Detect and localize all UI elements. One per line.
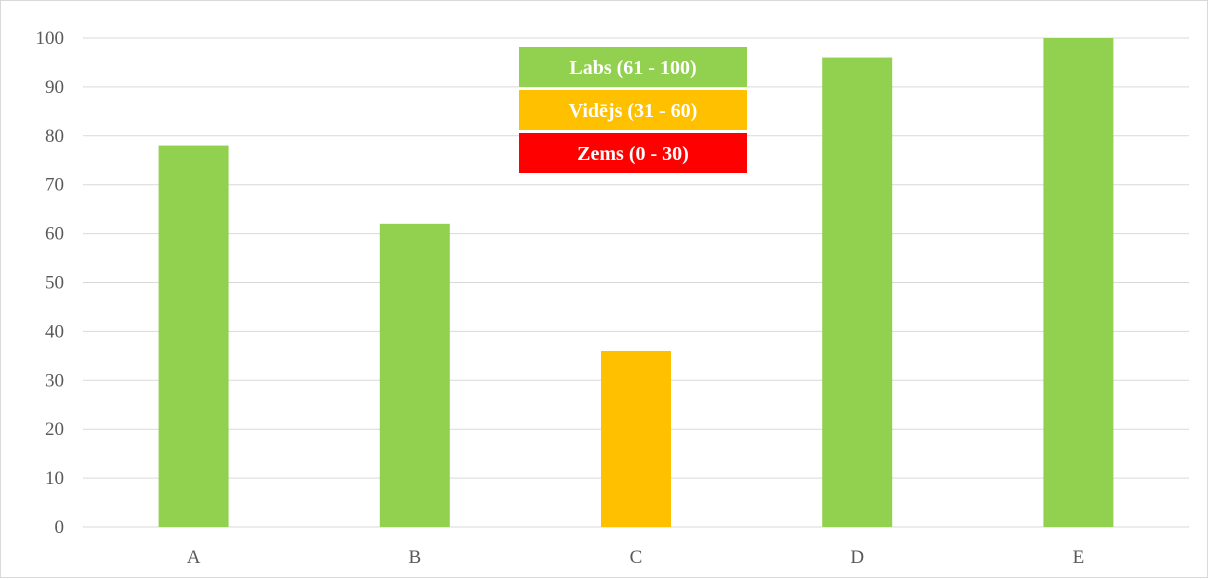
y-tick-label: 40 — [45, 321, 64, 342]
y-tick-label: 20 — [45, 419, 64, 440]
y-tick-label: 80 — [45, 126, 64, 147]
x-tick-label: E — [1073, 547, 1085, 568]
y-tick-label: 90 — [45, 77, 64, 98]
y-tick-label: 100 — [36, 28, 65, 49]
y-tick-label: 50 — [45, 273, 64, 294]
x-axis-ticks: A B C D E — [187, 547, 1084, 568]
y-tick-label: 60 — [45, 224, 64, 245]
y-tick-label: 30 — [45, 370, 64, 391]
x-tick-label: D — [850, 547, 864, 568]
bar-c — [601, 350, 671, 527]
legend-item: Labs (61 - 100) — [519, 47, 747, 87]
y-tick-label: 70 — [45, 175, 64, 196]
legend-label: Labs (61 - 100) — [569, 57, 696, 79]
y-tick-label: 0 — [55, 517, 65, 538]
bar-e — [1043, 38, 1114, 527]
legend-swatch — [519, 90, 747, 130]
bar-d — [822, 57, 893, 528]
legend: Labs (61 - 100) Vidējs (31 - 60) Zems (0 -… — [519, 47, 747, 173]
legend-swatch — [519, 47, 747, 87]
bar-a — [158, 145, 229, 527]
bars — [158, 38, 1114, 528]
legend-item: Vidējs (31 - 60) — [519, 90, 747, 130]
x-tick-label: A — [187, 547, 201, 568]
y-axis-ticks: 0 10 20 30 40 50 60 70 80 90 100 — [36, 28, 65, 538]
x-tick-label: B — [408, 547, 421, 568]
legend-swatch — [519, 133, 747, 173]
bar-b — [379, 223, 450, 527]
legend-label: Zems (0 - 30) — [577, 143, 689, 165]
x-tick-label: C — [630, 547, 643, 568]
legend-item: Zems (0 - 30) — [519, 133, 747, 173]
legend-label: Vidējs (31 - 60) — [569, 100, 698, 122]
y-tick-label: 10 — [45, 468, 64, 489]
